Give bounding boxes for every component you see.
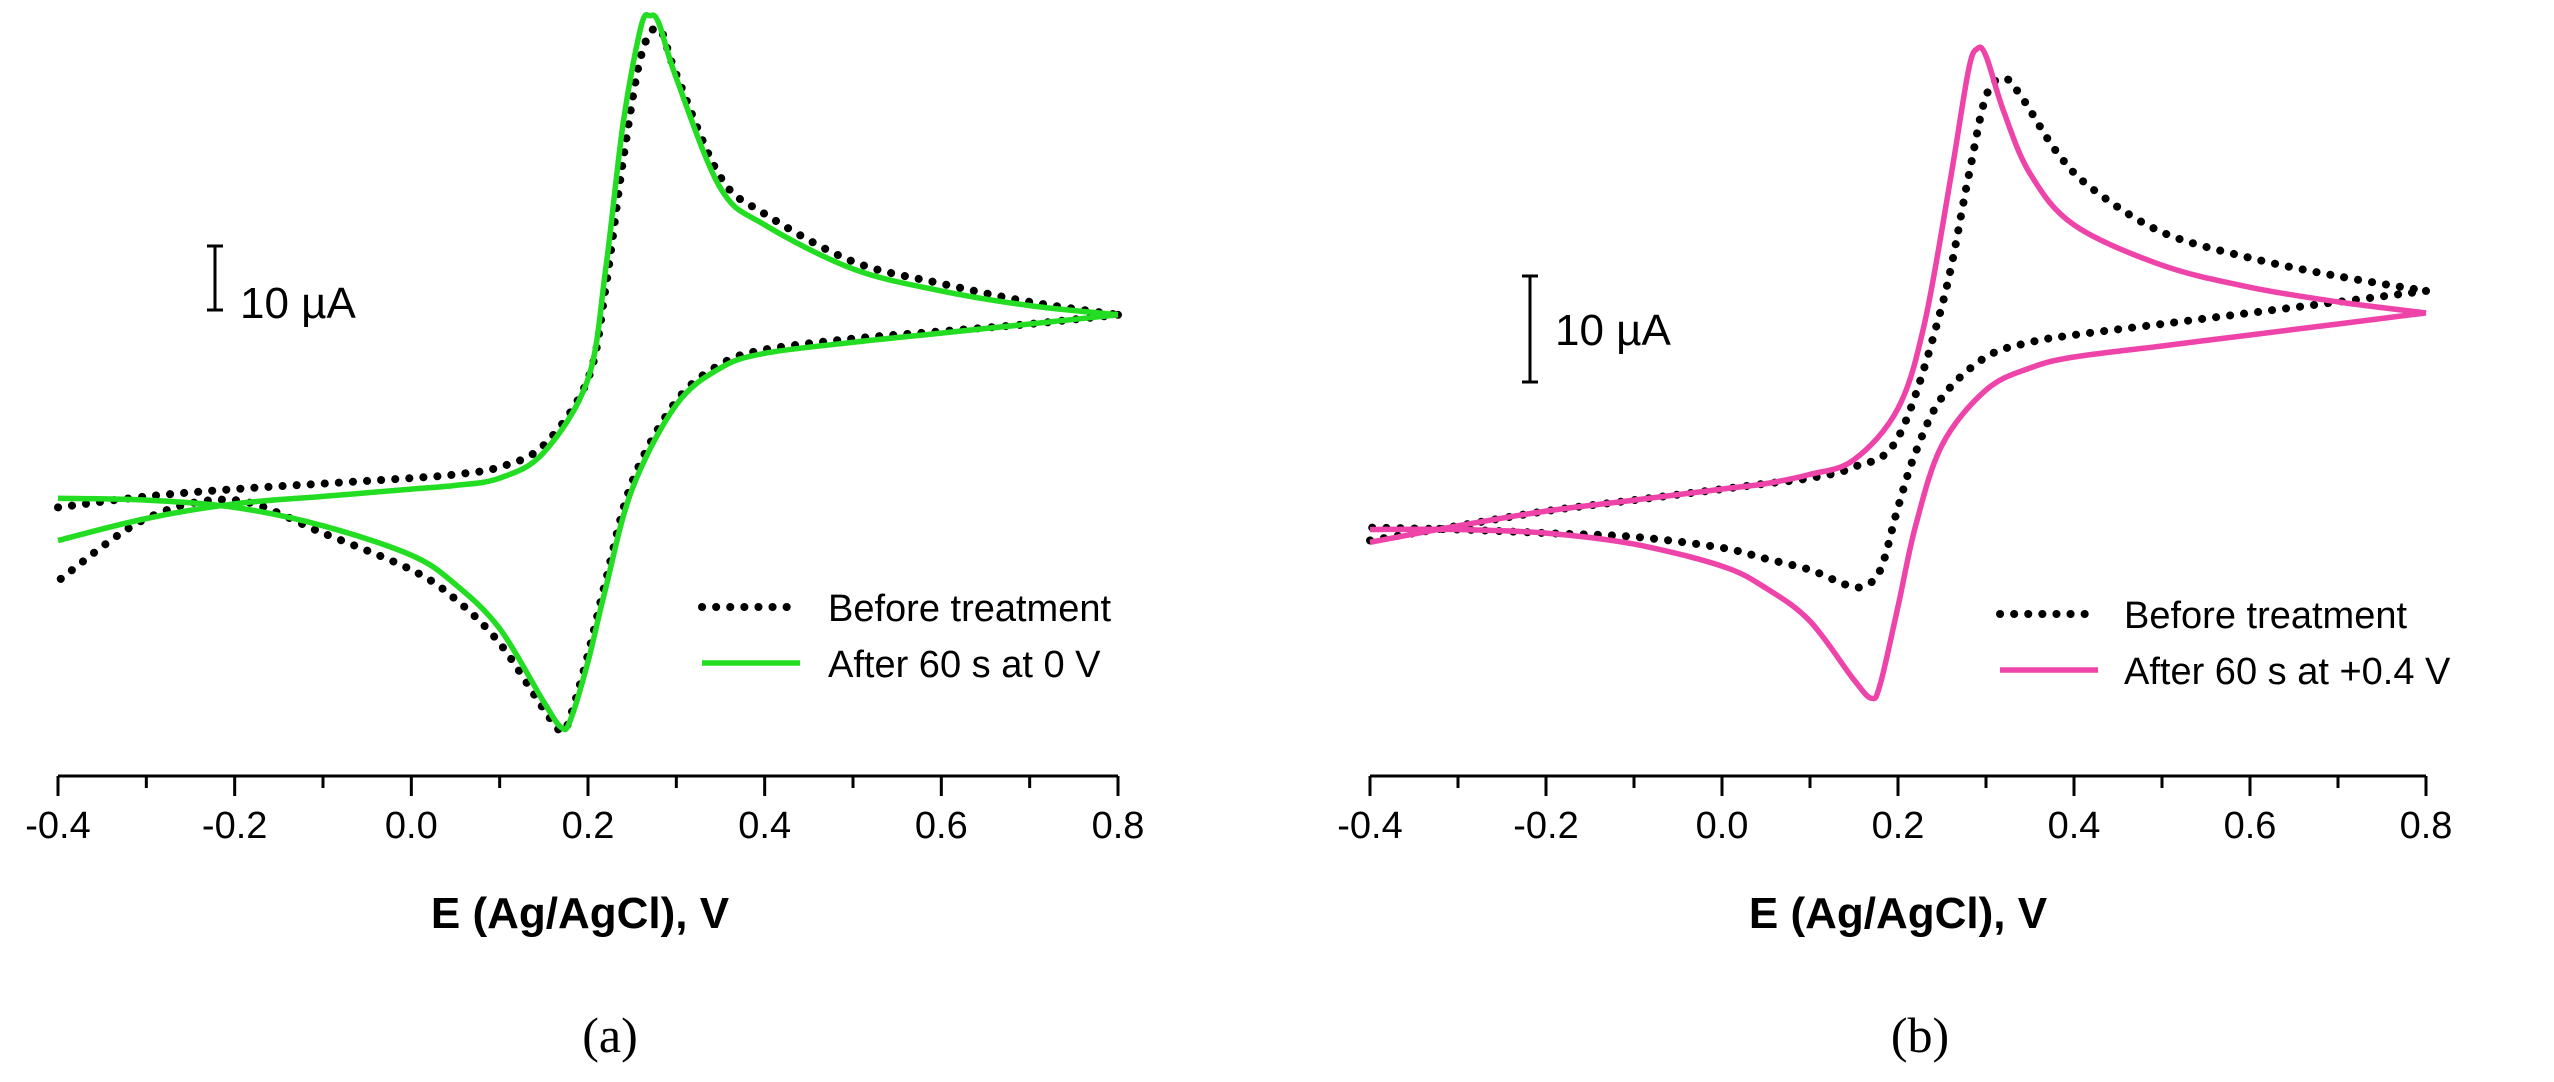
legend-label-after: After 60 s at 0 V (828, 644, 1101, 686)
x-tick-label: 0.6 (915, 805, 968, 847)
panel-label-a: (a) (582, 1007, 638, 1063)
after-treatment-curve (1369, 44, 2427, 702)
x-tick-label: 0.6 (2224, 805, 2277, 847)
x-tick-label: 0.4 (2048, 805, 2101, 847)
x-tick-label: -0.2 (1513, 805, 1578, 847)
x-tick-label: -0.2 (202, 805, 267, 847)
scale-bar-label: 10 µA (240, 279, 357, 328)
x-tick-label: 0.2 (562, 805, 615, 847)
x-tick-label: 0.4 (738, 805, 791, 847)
after-treatment-curve (57, 12, 1119, 733)
x-axis-title: E (Ag/AgCl), V (1749, 889, 2048, 938)
legend-label-after: After 60 s at +0.4 V (2124, 651, 2451, 693)
x-axis-ticks (56, 776, 1120, 796)
scale-bar: 10 µA (1522, 274, 1672, 384)
legend: Before treatment After 60 s at 0 V (698, 588, 1111, 686)
panel-a: -0.4 -0.2 0.0 0.2 0.4 0.6 0.8 E (Ag/AgCl… (25, 12, 1144, 1063)
x-tick-label: 0.0 (385, 805, 438, 847)
legend: Before treatment After 60 s at +0.4 V (1996, 595, 2451, 693)
x-tick-label: 0.2 (1872, 805, 1925, 847)
x-axis-tick-labels: -0.4 -0.2 0.0 0.2 0.4 0.6 0.8 (25, 805, 1144, 847)
scale-bar-label: 10 µA (1555, 306, 1672, 355)
x-axis-title: E (Ag/AgCl), V (431, 889, 730, 938)
x-axis-ticks (1368, 776, 2428, 796)
x-tick-label: -0.4 (25, 805, 90, 847)
legend-label-before: Before treatment (828, 588, 1111, 630)
x-tick-label: -0.4 (1337, 805, 1402, 847)
scale-bar: 10 µA (207, 244, 357, 328)
legend-label-before: Before treatment (2124, 595, 2407, 637)
x-tick-label: 0.8 (1092, 805, 1145, 847)
x-axis-tick-labels: -0.4 -0.2 0.0 0.2 0.4 0.6 0.8 (1337, 805, 2452, 847)
panel-b: -0.4 -0.2 0.0 0.2 0.4 0.6 0.8 E (Ag/AgCl… (1337, 44, 2452, 1063)
x-tick-label: 0.8 (2400, 805, 2453, 847)
panel-label-b: (b) (1891, 1007, 1949, 1063)
x-tick-label: 0.0 (1696, 805, 1749, 847)
